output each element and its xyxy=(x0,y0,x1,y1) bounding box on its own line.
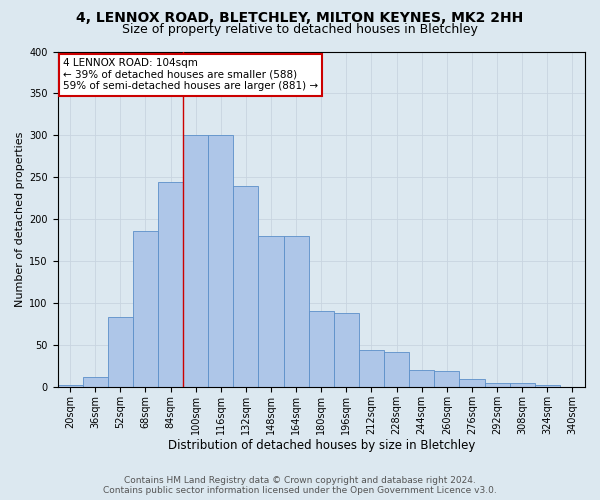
Text: 4, LENNOX ROAD, BLETCHLEY, MILTON KEYNES, MK2 2HH: 4, LENNOX ROAD, BLETCHLEY, MILTON KEYNES… xyxy=(76,11,524,25)
Bar xyxy=(83,377,108,387)
Bar xyxy=(233,186,259,387)
Bar xyxy=(308,312,334,387)
Bar xyxy=(409,370,434,387)
Bar xyxy=(384,352,409,387)
Bar xyxy=(485,382,509,387)
Bar xyxy=(208,136,233,387)
Bar xyxy=(460,378,485,387)
Bar xyxy=(58,386,83,387)
X-axis label: Distribution of detached houses by size in Bletchley: Distribution of detached houses by size … xyxy=(167,440,475,452)
Bar xyxy=(434,371,460,387)
Bar xyxy=(133,231,158,387)
Y-axis label: Number of detached properties: Number of detached properties xyxy=(15,132,25,307)
Bar xyxy=(284,236,308,387)
Bar xyxy=(158,182,183,387)
Bar xyxy=(334,313,359,387)
Bar xyxy=(359,350,384,387)
Text: 4 LENNOX ROAD: 104sqm
← 39% of detached houses are smaller (588)
59% of semi-det: 4 LENNOX ROAD: 104sqm ← 39% of detached … xyxy=(63,58,318,92)
Text: Size of property relative to detached houses in Bletchley: Size of property relative to detached ho… xyxy=(122,22,478,36)
Bar xyxy=(108,318,133,387)
Bar xyxy=(183,136,208,387)
Bar xyxy=(535,386,560,387)
Bar xyxy=(259,236,284,387)
Bar xyxy=(509,382,535,387)
Text: Contains HM Land Registry data © Crown copyright and database right 2024.
Contai: Contains HM Land Registry data © Crown c… xyxy=(103,476,497,495)
